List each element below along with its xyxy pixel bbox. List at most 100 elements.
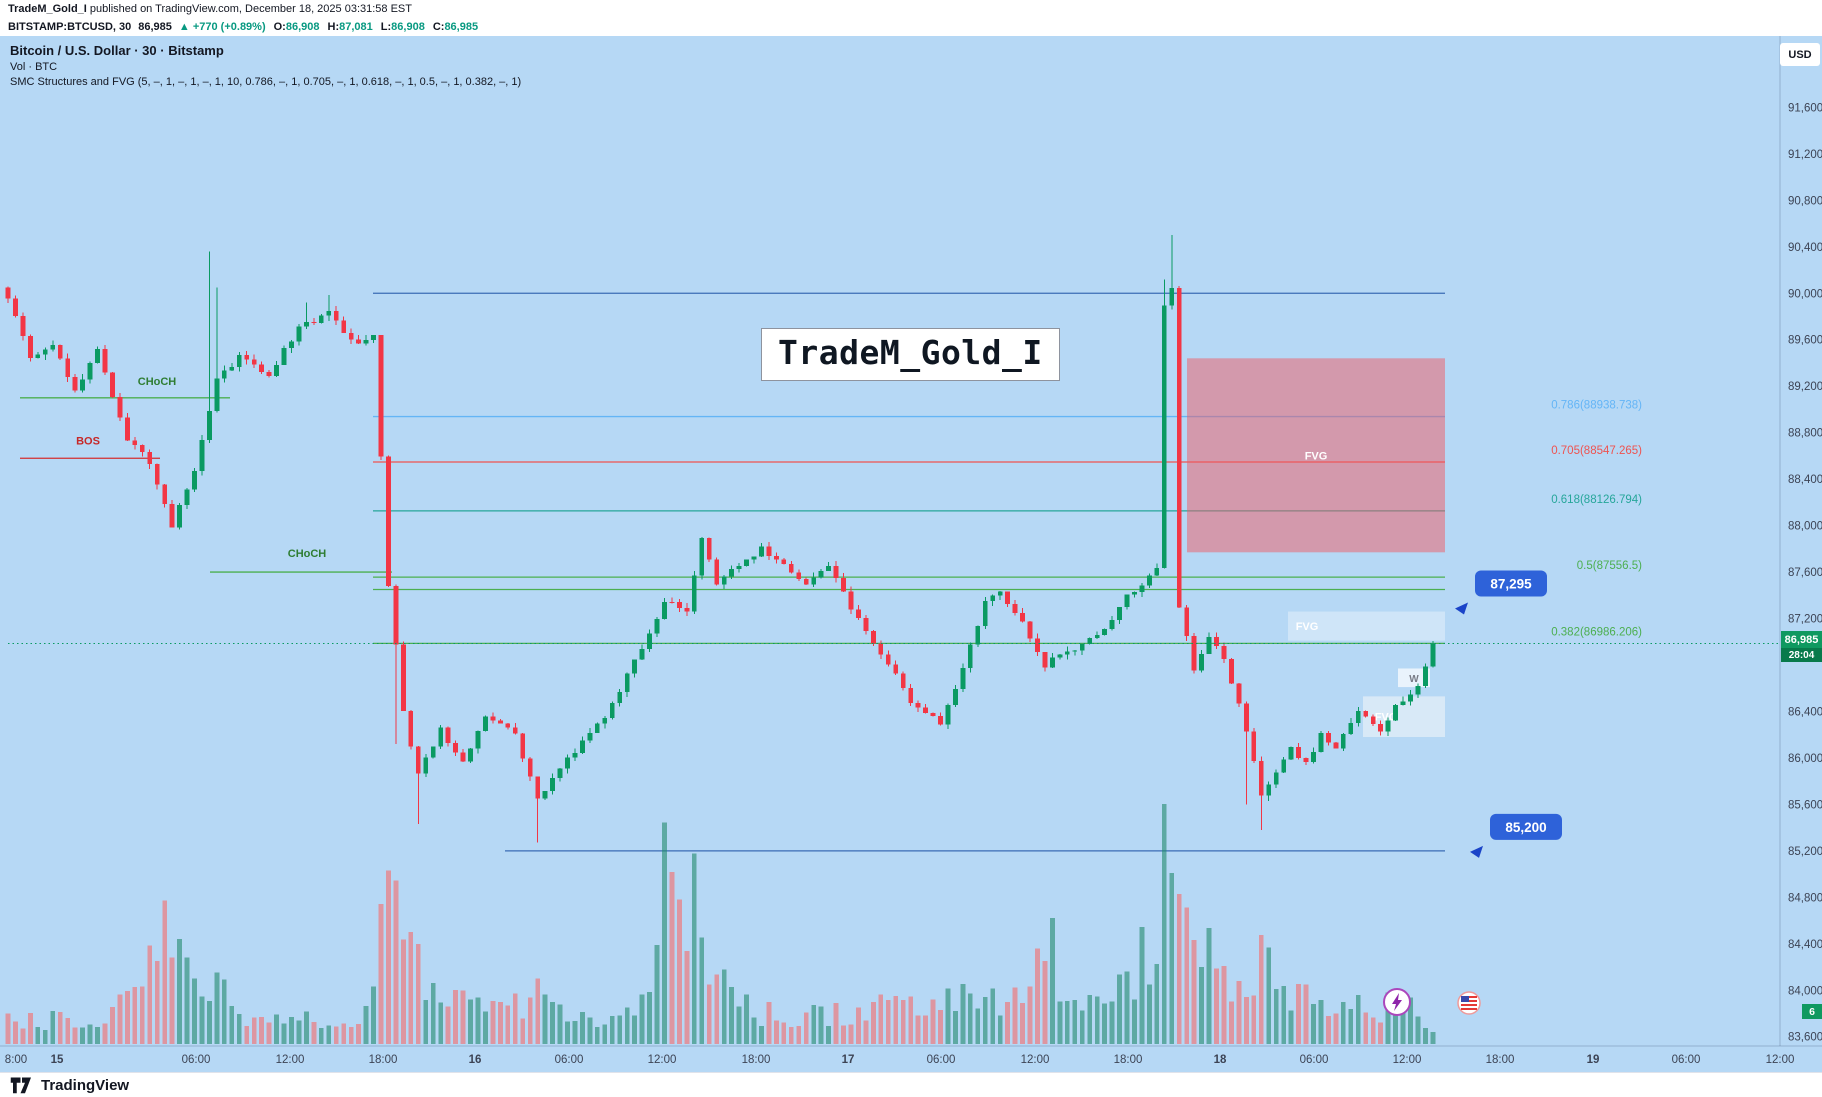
tradingview-brand[interactable]: TradingView xyxy=(41,1076,130,1094)
candle-body xyxy=(147,452,153,465)
ohlc-close: C:86,985 xyxy=(433,21,478,33)
candle-body xyxy=(460,752,466,762)
publish-caption-bar: TradeM_Gold_I published on TradingView.c… xyxy=(0,0,1822,18)
time-axis[interactable]: 8:00 15 06:00 12:00 18:00 16 06:00 12:00 18:00 17… xyxy=(5,1054,1795,1066)
volume-bar xyxy=(878,994,884,1044)
candle-body xyxy=(468,748,473,762)
time-axis-label: 18:00 xyxy=(369,1054,398,1066)
candle-body xyxy=(1348,722,1354,735)
candle-body xyxy=(1363,711,1369,717)
chart-canvas[interactable]: FVGFVGFVGWCHoCHBOSCHoCH0.786(88938.738)0… xyxy=(0,36,1822,1072)
volume-bar xyxy=(870,1002,876,1044)
price-axis-label: 88,000 xyxy=(1788,521,1822,533)
candle-body xyxy=(132,440,138,445)
flag-us-marker[interactable] xyxy=(1457,991,1481,1015)
ohlc-low: L:86,908 xyxy=(381,21,425,33)
candle-body xyxy=(587,732,593,741)
time-axis-label: 18:00 xyxy=(1486,1054,1515,1066)
volume-bar xyxy=(304,1011,309,1044)
legend-symbol-row[interactable]: Bitcoin / U.S. Dollar · 30 · Bitstamp xyxy=(10,43,224,58)
volume-bar xyxy=(587,1017,593,1044)
volume-bar xyxy=(266,1022,272,1044)
callout-arrow-icon[interactable] xyxy=(1455,602,1468,615)
price-axis-label: 91,600 xyxy=(1788,102,1822,114)
candle-body xyxy=(833,565,839,579)
candle-body xyxy=(1064,651,1070,655)
candle-body xyxy=(117,397,123,418)
price-axis-label: 87,200 xyxy=(1788,614,1822,626)
candle-body xyxy=(497,720,503,724)
volume-bar xyxy=(632,1015,638,1044)
time-axis-label: 06:00 xyxy=(182,1054,211,1066)
volume-bar xyxy=(1012,987,1018,1044)
candle-body xyxy=(617,692,623,703)
price-axis-label: 85,600 xyxy=(1788,799,1822,811)
candle-body xyxy=(1005,591,1011,605)
candle-body xyxy=(408,710,414,747)
volume-bar xyxy=(893,995,899,1044)
volume-bar xyxy=(468,999,473,1044)
candle-body xyxy=(520,733,526,759)
volume-bar xyxy=(87,1024,93,1044)
legend-volume-row[interactable]: Vol · BTC xyxy=(10,61,58,73)
time-axis-label: 18 xyxy=(1214,1054,1227,1066)
legend-indicator-row[interactable]: SMC Structures and FVG (5, –, 1, –, 1, –… xyxy=(10,76,522,88)
callout-arrow-icon[interactable] xyxy=(1470,845,1483,858)
candle-body xyxy=(1117,606,1122,620)
candle-body xyxy=(1333,742,1339,749)
volume-bar xyxy=(811,1005,817,1044)
footer-bar: TradingView xyxy=(0,1072,1822,1097)
volume-bar xyxy=(826,1026,831,1044)
volume-bar xyxy=(274,1014,279,1044)
candle-body xyxy=(304,321,309,327)
volume-bar xyxy=(50,1011,56,1044)
callout-pill[interactable] xyxy=(1490,813,1562,840)
lightning-marker[interactable] xyxy=(1383,988,1411,1016)
price-axis[interactable]: 83,600 84,000 84,400 84,800 85,200 85,600 86,0… xyxy=(1788,102,1822,1043)
volume-bar xyxy=(1087,994,1093,1044)
time-axis-label: 12:00 xyxy=(1021,1054,1050,1066)
volume-bar xyxy=(378,904,384,1044)
close-value: 86,985 xyxy=(444,21,479,33)
volume-bar xyxy=(990,988,996,1044)
volume-bar xyxy=(1229,1001,1234,1044)
volume-bar xyxy=(169,957,175,1044)
candle-body xyxy=(1400,701,1406,706)
volume-bar xyxy=(192,978,197,1044)
candle-body xyxy=(624,673,630,693)
candle-body xyxy=(363,340,369,344)
time-axis-label: 19 xyxy=(1587,1054,1600,1066)
tradingview-logo-icon[interactable] xyxy=(10,1076,34,1094)
candle-body xyxy=(1229,658,1234,684)
candle-body xyxy=(1251,731,1257,762)
volume-bar xyxy=(1333,1013,1339,1044)
candle-body xyxy=(244,354,250,360)
volume-bar xyxy=(1064,1001,1070,1044)
volume-bar xyxy=(95,1027,100,1044)
candle-body xyxy=(326,311,332,316)
callout-pill[interactable] xyxy=(1475,570,1547,597)
price-axis-label: 85,200 xyxy=(1788,846,1822,858)
volume-bar xyxy=(1258,934,1264,1044)
volume-bar xyxy=(139,986,145,1044)
time-axis-label: 16 xyxy=(469,1054,482,1066)
candle-body xyxy=(856,609,861,618)
volume-bar xyxy=(1273,989,1279,1044)
author-watermark-text[interactable]: TradeM_Gold_I xyxy=(761,328,1060,381)
volume-bar xyxy=(1251,995,1257,1044)
volume-bar xyxy=(1288,1010,1294,1044)
volume-bar xyxy=(736,1006,742,1044)
candle-body xyxy=(415,746,421,774)
candle-body xyxy=(512,727,518,734)
candle-body xyxy=(535,776,541,799)
candle-body xyxy=(639,648,645,660)
candle-body xyxy=(1154,567,1160,576)
candle-body xyxy=(841,578,846,592)
volume-bar xyxy=(229,1005,235,1044)
volume-bar xyxy=(1340,1001,1346,1044)
price-callouts: 87,295 85,200 xyxy=(1455,570,1562,858)
volume-bar xyxy=(1206,928,1212,1044)
currency-toggle-button[interactable]: USD xyxy=(1780,43,1820,66)
candle-body xyxy=(714,559,720,585)
volume-bar xyxy=(1109,1001,1115,1044)
